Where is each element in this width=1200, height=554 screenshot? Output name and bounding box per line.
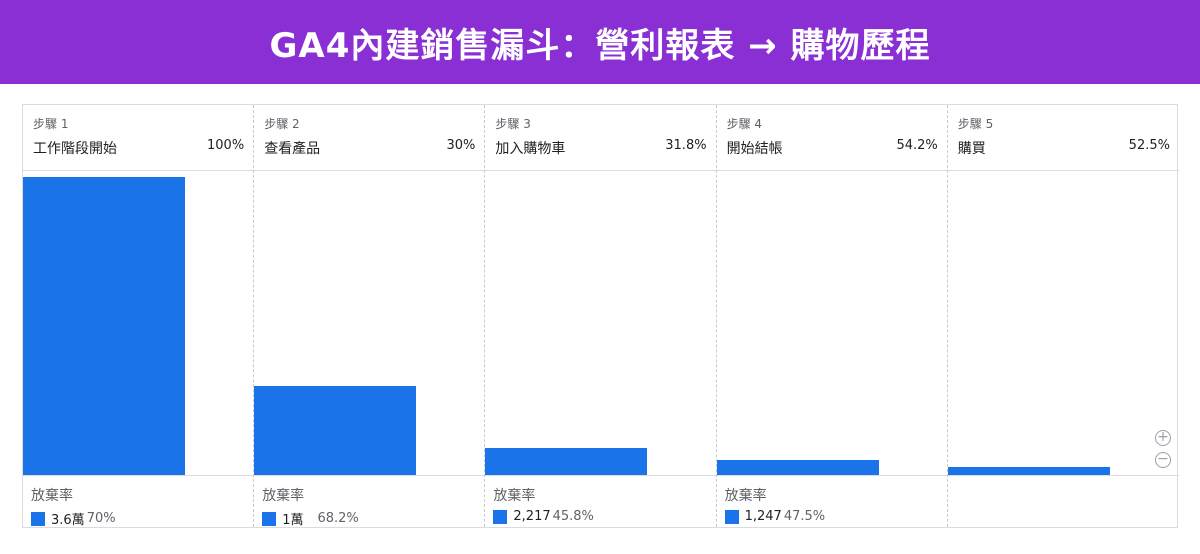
step-name: 購買 [957, 141, 986, 157]
step-plot-area [23, 171, 253, 475]
step-name: 查看產品 [264, 141, 321, 157]
step-footer: 放棄率 1萬 68.2% [254, 475, 485, 529]
funnel-bar[interactable] [716, 460, 879, 475]
abandon-rate-label: 放棄率 [262, 488, 305, 504]
abandon-percent: 68.2% [317, 511, 359, 526]
zoom-out-icon[interactable]: − [1155, 452, 1171, 468]
step-rate: 31.8% [665, 138, 707, 153]
step-footer [947, 475, 1179, 529]
step-name: 工作階段開始 [33, 141, 117, 157]
funnel-bar[interactable] [23, 177, 185, 475]
funnel-chart: 步驟 1 工作階段開始 100% 放棄率 3.6萬 70% 步驟 2 查看產品 30% 放棄率 1萬… [22, 104, 1179, 529]
legend-swatch [724, 509, 739, 524]
step-number: 步驟 5 [957, 117, 994, 131]
step-footer: 放棄率 3.6萬 70% [23, 475, 254, 529]
abandon-percent: 47.5% [783, 509, 826, 524]
step-rate: 30% [446, 138, 476, 153]
step-header[interactable]: 步驟 5 購買 52.5% [947, 105, 1179, 171]
funnel-bar[interactable] [485, 448, 648, 475]
abandon-rate-label: 放棄率 [724, 488, 767, 504]
step-rate: 54.2% [896, 138, 938, 153]
abandon-count: 1,247 [744, 509, 782, 524]
page-title: GA4內建銷售漏斗：營利報表 → 購物歷程 [0, 0, 1200, 84]
step-plot-area [485, 171, 715, 475]
funnel-step-4: 步驟 4 開始結帳 54.2% 放棄率 1,247 47.5% [716, 105, 948, 529]
step-header[interactable]: 步驟 1 工作階段開始 100% [23, 105, 254, 171]
funnel-bar[interactable] [947, 467, 1110, 475]
abandon-rate-label: 放棄率 [31, 488, 73, 504]
step-footer: 放棄率 2,217 45.8% [485, 475, 716, 529]
funnel-step-2: 步驟 2 查看產品 30% 放棄率 1萬 68.2% [254, 105, 486, 529]
funnel-step-1: 步驟 1 工作階段開始 100% 放棄率 3.6萬 70% [23, 105, 255, 529]
abandon-rate-label: 放棄率 [493, 488, 536, 504]
legend-swatch [493, 509, 508, 524]
zoom-out-glyph: − [1157, 451, 1169, 467]
abandon-percent: 70% [86, 511, 116, 526]
step-header[interactable]: 步驟 3 加入購物車 31.8% [485, 105, 716, 171]
step-footer: 放棄率 1,247 47.5% [716, 475, 947, 529]
funnel-step-5: 步驟 5 購買 52.5% [947, 105, 1179, 529]
step-plot-area [254, 171, 484, 475]
legend-swatch [31, 511, 45, 526]
step-number: 步驟 3 [495, 117, 531, 131]
funnel-step-3: 步驟 3 加入購物車 31.8% 放棄率 2,217 45.8% [485, 105, 717, 529]
step-plot-area [947, 171, 1179, 475]
zoom-in-glyph: + [1157, 429, 1169, 445]
step-plot-area [716, 171, 947, 475]
abandon-count: 3.6萬 [51, 513, 85, 528]
step-name: 加入購物車 [495, 141, 566, 157]
abandon-count: 1萬 [282, 513, 304, 528]
page-title-text: GA4內建銷售漏斗：營利報表 → 購物歷程 [269, 25, 931, 66]
step-rate: 52.5% [1128, 138, 1170, 153]
zoom-in-icon[interactable]: + [1155, 430, 1171, 446]
funnel-bar[interactable] [254, 385, 417, 475]
step-name: 開始結帳 [726, 141, 783, 157]
step-number: 步驟 2 [264, 117, 300, 131]
legend-swatch [262, 511, 277, 526]
step-header[interactable]: 步驟 2 查看產品 30% [254, 105, 485, 171]
step-number: 步驟 4 [726, 117, 763, 131]
abandon-percent: 45.8% [552, 509, 594, 524]
step-number: 步驟 1 [33, 117, 69, 131]
step-header[interactable]: 步驟 4 開始結帳 54.2% [716, 105, 947, 171]
step-rate: 100% [207, 138, 245, 153]
abandon-count: 2,217 [513, 509, 551, 524]
